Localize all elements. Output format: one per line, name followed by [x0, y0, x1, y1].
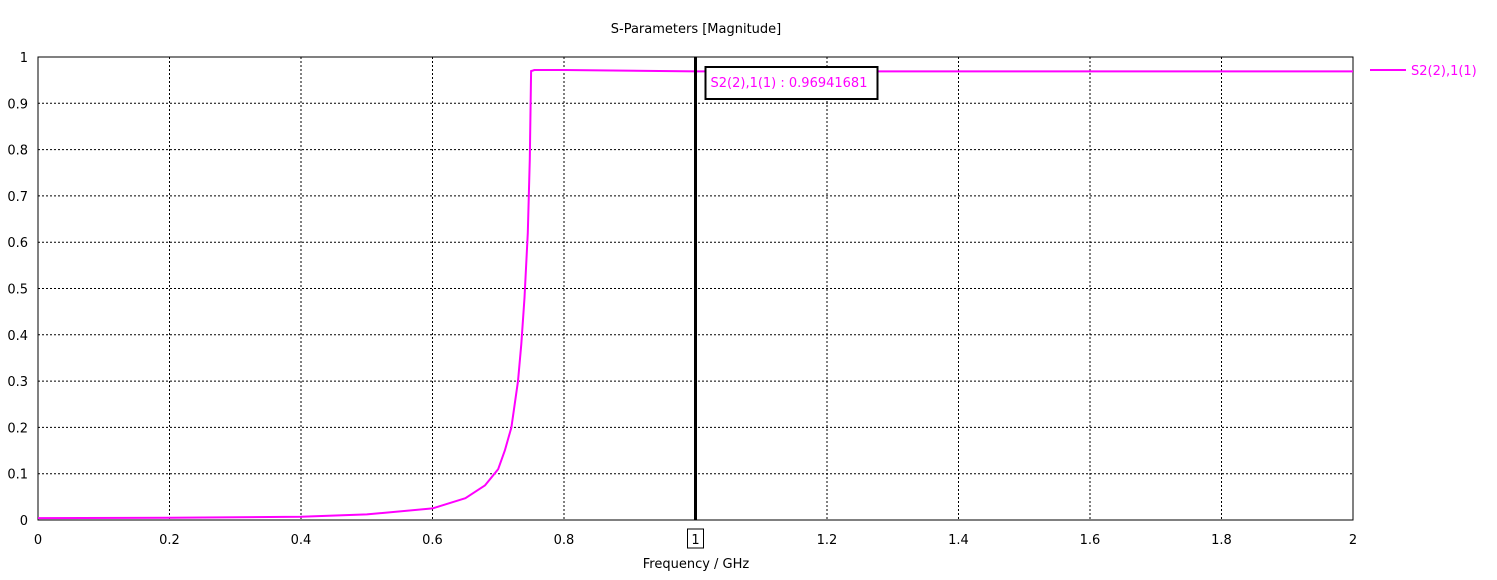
x-tick-label: 1.6 [1080, 533, 1101, 548]
x-tick-label: 0 [34, 533, 42, 548]
x-tick-label: 2 [1349, 533, 1357, 548]
marker-x-label: 1 [691, 533, 699, 548]
y-tick-label: 0.7 [7, 190, 28, 205]
x-tick-label: 0.8 [554, 533, 575, 548]
legend[interactable]: S2(2),1(1) [1370, 64, 1477, 79]
legend-entry-label[interactable]: S2(2),1(1) [1411, 64, 1477, 79]
x-tick-label: 1.4 [948, 533, 969, 548]
y-axis: 0 0.1 0.2 0.3 0.4 0.5 0.6 0.7 0.8 0.9 1 [7, 51, 28, 529]
y-tick-label: 0.2 [7, 421, 28, 436]
marker-value-label: S2(2),1(1) : 0.96941681 [711, 76, 868, 91]
y-tick-label: 0.5 [7, 283, 28, 298]
y-tick-label: 0.4 [7, 329, 28, 344]
y-tick-label: 1 [20, 51, 28, 66]
x-tick-label: 1.8 [1211, 533, 1232, 548]
x-tick-label: 0.4 [291, 533, 312, 548]
x-tick-label: 1.2 [817, 533, 838, 548]
x-tick-label: 0.6 [422, 533, 443, 548]
y-tick-label: 0.1 [7, 468, 28, 483]
y-tick-label: 0.6 [7, 236, 28, 251]
y-tick-label: 0.8 [7, 144, 28, 159]
x-tick-label: 0.2 [159, 533, 180, 548]
marker-layer[interactable]: 1 S2(2),1(1) : 0.96941681 [688, 57, 878, 548]
y-tick-label: 0.3 [7, 375, 28, 390]
y-tick-label: 0.9 [7, 97, 28, 112]
x-axis-label: Frequency / GHz [643, 557, 750, 572]
chart-title: S-Parameters [Magnitude] [611, 22, 782, 37]
y-tick-label: 0 [20, 514, 28, 529]
